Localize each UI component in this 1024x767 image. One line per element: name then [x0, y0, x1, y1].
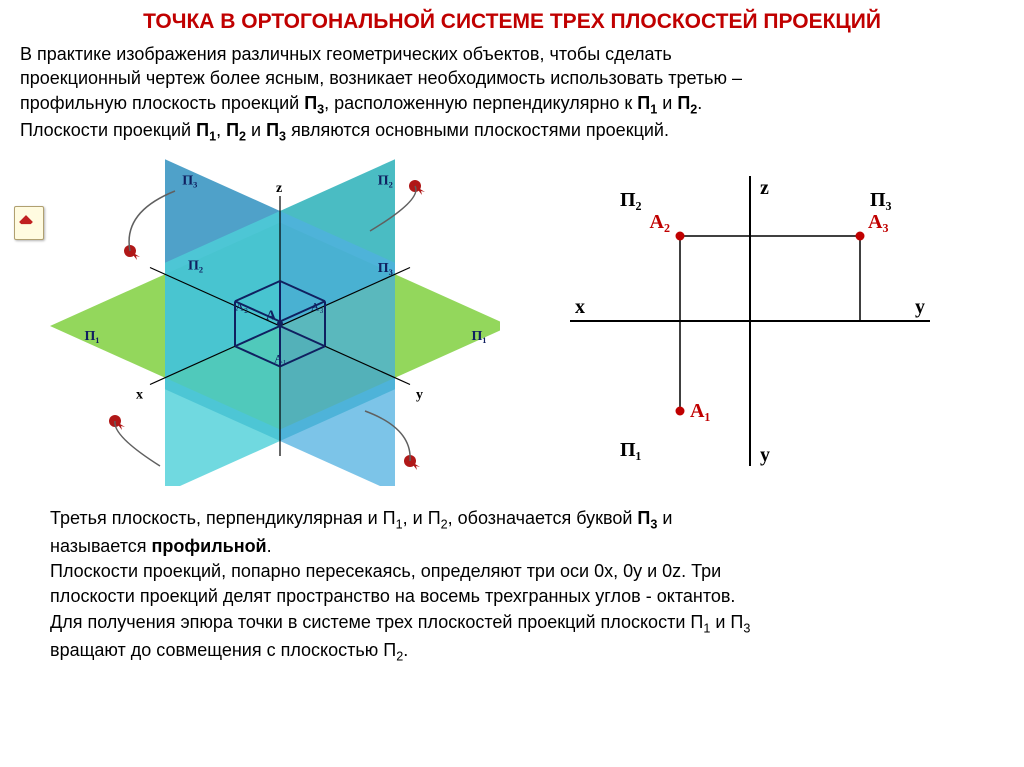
out-p1e: и [657, 508, 672, 528]
intro-l4a: Плоскости проекций [20, 120, 196, 140]
svg-text:A: A [266, 308, 277, 323]
svg-text:x: x [575, 296, 585, 318]
intro-l3a: профильную плоскость проекций [20, 93, 304, 113]
out-p1d: П [637, 508, 650, 528]
out-p1b-sub: 2 [441, 517, 448, 531]
svg-text:П₂: П₂ [378, 173, 393, 188]
intro-l3e: и [657, 93, 677, 113]
figures-row: z x y П₂ П₃ П₁ П₁ П₂ П₃ A A₁ A₂ A₃ x y z y П₂ П₃ П₁ A₂ A₃ A₁ [20, 156, 1004, 486]
intro-l3b: П [304, 93, 317, 113]
svg-text:П₃: П₃ [870, 189, 892, 211]
svg-3d-planes: z x y П₂ П₃ П₁ П₁ П₂ П₃ A A₁ A₂ A₃ [20, 156, 500, 486]
svg-text:A₂: A₂ [235, 299, 248, 313]
intro-l4d-sub: 2 [239, 130, 246, 144]
svg-text:y: y [915, 296, 925, 318]
svg-text:A₃: A₃ [868, 211, 888, 233]
out-p1a: Третья плоскость, перпендикулярная и П [50, 508, 396, 528]
svg-text:П₁: П₁ [620, 439, 642, 461]
svg-text:A₃: A₃ [311, 299, 324, 313]
notepad-icon [14, 206, 44, 240]
intro-l3g: . [697, 93, 702, 113]
outro-paragraph: Третья плоскость, перпендикулярная и П1,… [20, 506, 1004, 666]
out-p5a: Для получения эпюра точки в системе трех… [50, 612, 703, 632]
svg-text:y: y [760, 444, 770, 466]
intro-l3f: П [677, 93, 690, 113]
intro-l4b: П [196, 120, 209, 140]
out-p1c: , обозначается буквой [448, 508, 638, 528]
out-p6a: вращают до совмещения с плоскостью П [50, 640, 396, 660]
out-p4: плоскости проекций делят пространство на… [50, 586, 735, 606]
svg-text:П₁: П₁ [85, 329, 100, 344]
intro-l2: проекционный чертеж более ясным, возника… [20, 68, 742, 88]
svg-text:П₁: П₁ [472, 329, 487, 344]
svg-text:П₃: П₃ [378, 261, 393, 276]
out-p1b: , и П [403, 508, 441, 528]
intro-l1: В практике изображения различных геометр… [20, 44, 672, 64]
svg-text:A₂: A₂ [650, 211, 670, 233]
svg-text:A₁: A₁ [690, 400, 710, 422]
intro-l4d: П [226, 120, 239, 140]
svg-text:z: z [760, 177, 769, 199]
svg-text:z: z [276, 181, 282, 196]
svg-text:x: x [136, 387, 143, 402]
svg-text:П₃: П₃ [182, 173, 197, 188]
out-p6b: . [403, 640, 408, 660]
intro-paragraph: В практике изображения различных геометр… [20, 42, 1004, 146]
intro-l4g: являются основными плоскостями проекций. [286, 120, 669, 140]
intro-l4e: и [246, 120, 266, 140]
svg-text:П₂: П₂ [188, 258, 203, 273]
intro-l4f: П [266, 120, 279, 140]
out-p2c: . [267, 536, 272, 556]
intro-l4f-sub: 3 [279, 130, 286, 144]
out-p2b: профильной [152, 536, 267, 556]
svg-text:A₁: A₁ [274, 351, 287, 365]
figure-3d: z x y П₂ П₃ П₁ П₁ П₂ П₃ A A₁ A₂ A₃ [20, 156, 500, 486]
svg-text:y: y [416, 387, 423, 402]
svg-text:П₂: П₂ [620, 189, 642, 211]
page-title: ТОЧКА В ОРТОГОНАЛЬНОЙ СИСТЕМЕ ТРЕХ ПЛОСК… [20, 10, 1004, 34]
out-p2a: называется [50, 536, 152, 556]
intro-l3d: П [637, 93, 650, 113]
out-p5b-sub: 3 [743, 621, 750, 635]
out-p5b: и П [710, 612, 743, 632]
intro-l4c: , [216, 120, 226, 140]
figure-2d: x y z y П₂ П₃ П₁ A₂ A₃ A₁ [530, 156, 950, 486]
out-p1a-sub: 1 [396, 517, 403, 531]
svg-2d-epure: x y z y П₂ П₃ П₁ A₂ A₃ A₁ [530, 156, 950, 486]
intro-l3c: , расположенную перпендикулярно к [324, 93, 637, 113]
out-p3: Плоскости проекций, попарно пересекаясь,… [50, 561, 721, 581]
